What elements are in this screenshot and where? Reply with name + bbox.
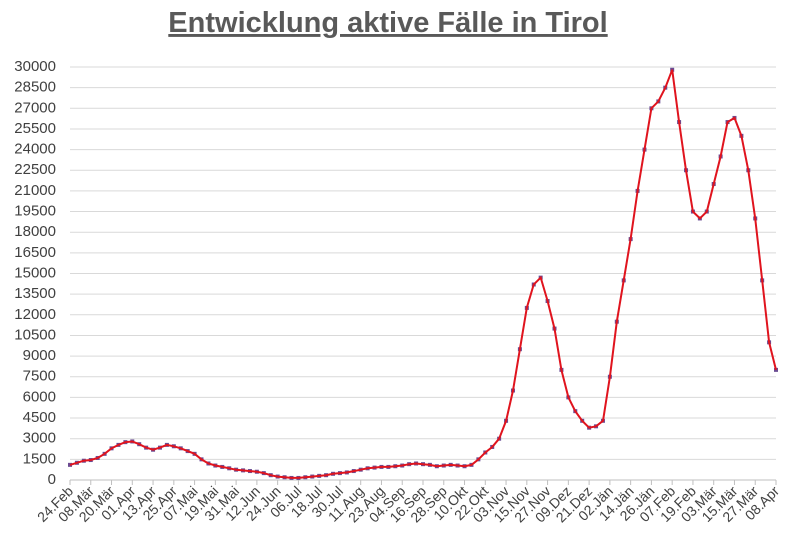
y-tick-label: 19500 (14, 203, 56, 220)
chart-title: Entwicklung aktive Fälle in Tirol (168, 7, 607, 39)
y-tick-label: 15000 (14, 264, 56, 281)
y-tick-label: 12000 (14, 306, 56, 323)
y-tick-label: 22500 (14, 161, 56, 178)
y-tick-label: 24000 (14, 141, 56, 158)
y-tick-label: 6000 (23, 388, 56, 405)
y-tick-label: 0 (48, 471, 56, 488)
y-tick-label: 10500 (14, 326, 56, 343)
y-tick-label: 21000 (14, 182, 56, 199)
y-tick-label: 1500 (23, 450, 56, 467)
line (69, 69, 777, 479)
y-tick-label: 27000 (14, 99, 56, 116)
y-tick-label: 3000 (23, 430, 56, 447)
y-tick-label: 9000 (23, 347, 56, 364)
y-tick-label: 4500 (23, 409, 56, 426)
y-tick-label: 16500 (14, 244, 56, 261)
y-tick-label: 7500 (23, 368, 56, 385)
y-tick-label: 25500 (14, 120, 56, 137)
y-tick-label: 13500 (14, 285, 56, 302)
y-tick-label: 28500 (14, 79, 56, 96)
y-tick-label: 18000 (14, 223, 56, 240)
y-tick-label: 30000 (14, 58, 56, 75)
